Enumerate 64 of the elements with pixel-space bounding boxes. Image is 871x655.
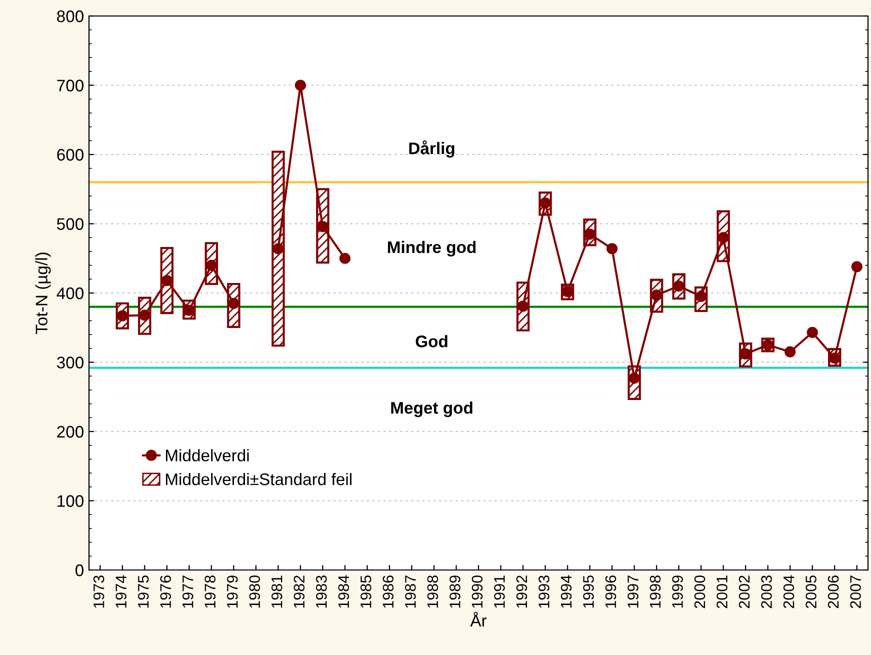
x-tick-label: 1982 [294,576,305,608]
x-tick-label: 1983 [316,576,327,608]
y-axis-title: Tot-N (µg/l) [35,252,51,334]
point [517,300,529,312]
point [317,220,328,232]
y-tick-label: 300 [56,356,84,368]
x-tick-label: 1994 [560,575,572,608]
y-tick-label: 200 [57,426,84,438]
annotation: Meget god [391,402,472,418]
x-tick-label: 2000 [694,575,706,608]
x-tick-label: 1999 [672,576,683,608]
annotation: God [416,335,448,348]
y-tick-label: 600 [57,148,84,161]
legend-label: Middelverdi±Standard feil [166,472,352,486]
annotation: Dårlig [409,140,454,158]
y-tick-label: 0 [76,564,84,576]
x-tick-label: 2007 [850,576,861,608]
point [272,243,284,254]
x-tick-label: 1979 [226,576,238,608]
x-tick-label: 1990 [472,575,483,608]
y-tick-label: 400 [56,287,84,300]
x-tick-label: 1988 [427,576,438,608]
y-tick-label: 100 [58,495,84,507]
y-tick-label: 800 [57,10,84,22]
x-axis-title: År [470,612,487,626]
y-tick-label: 500 [57,218,84,230]
point [784,346,796,358]
x-tick-label: 1976 [160,576,171,608]
bar [272,150,285,347]
x-tick-label: 1987 [405,576,416,608]
x-tick-label: 2002 [738,576,750,608]
x-tick-label: 1998 [650,576,661,608]
x-tick-label: 2003 [761,576,772,608]
x-tick-label: 2004 [783,575,794,608]
x-tick-label: 1995 [583,576,594,608]
y-tick-label: 700 [57,80,84,92]
x-tick-label: 2006 [828,576,839,608]
x-tick-label: 1978 [204,576,216,608]
x-tick-label: 1980 [249,575,260,608]
x-tick-label: 1981 [271,576,282,608]
legend-label: Middelverdi [166,449,249,462]
point [806,326,818,338]
x-tick-label: 1977 [182,576,194,608]
x-tick-label: 1996 [605,576,616,608]
x-tick-label: 1997 [628,576,638,608]
x-tick-label: 2005 [806,576,816,608]
point [339,252,351,264]
x-tick-label: 1984 [338,575,350,608]
x-tick-label: 1991 [494,576,505,608]
x-tick-label: 1993 [538,576,550,608]
x-tick-label: 2001 [716,576,728,608]
point [851,261,862,272]
x-tick-label: 1986 [382,576,394,608]
x-tick-label: 1989 [450,576,460,608]
x-tick-label: 1974 [116,575,126,608]
point [294,80,306,91]
x-tick-label: 1973 [93,576,104,608]
point [161,274,172,286]
point [718,232,729,244]
x-tick-label: 1975 [138,576,149,608]
x-tick-label: 1992 [516,576,528,608]
point [606,243,618,254]
x-tick-label: 1985 [360,576,372,608]
annotation: Mindre god [388,240,476,256]
